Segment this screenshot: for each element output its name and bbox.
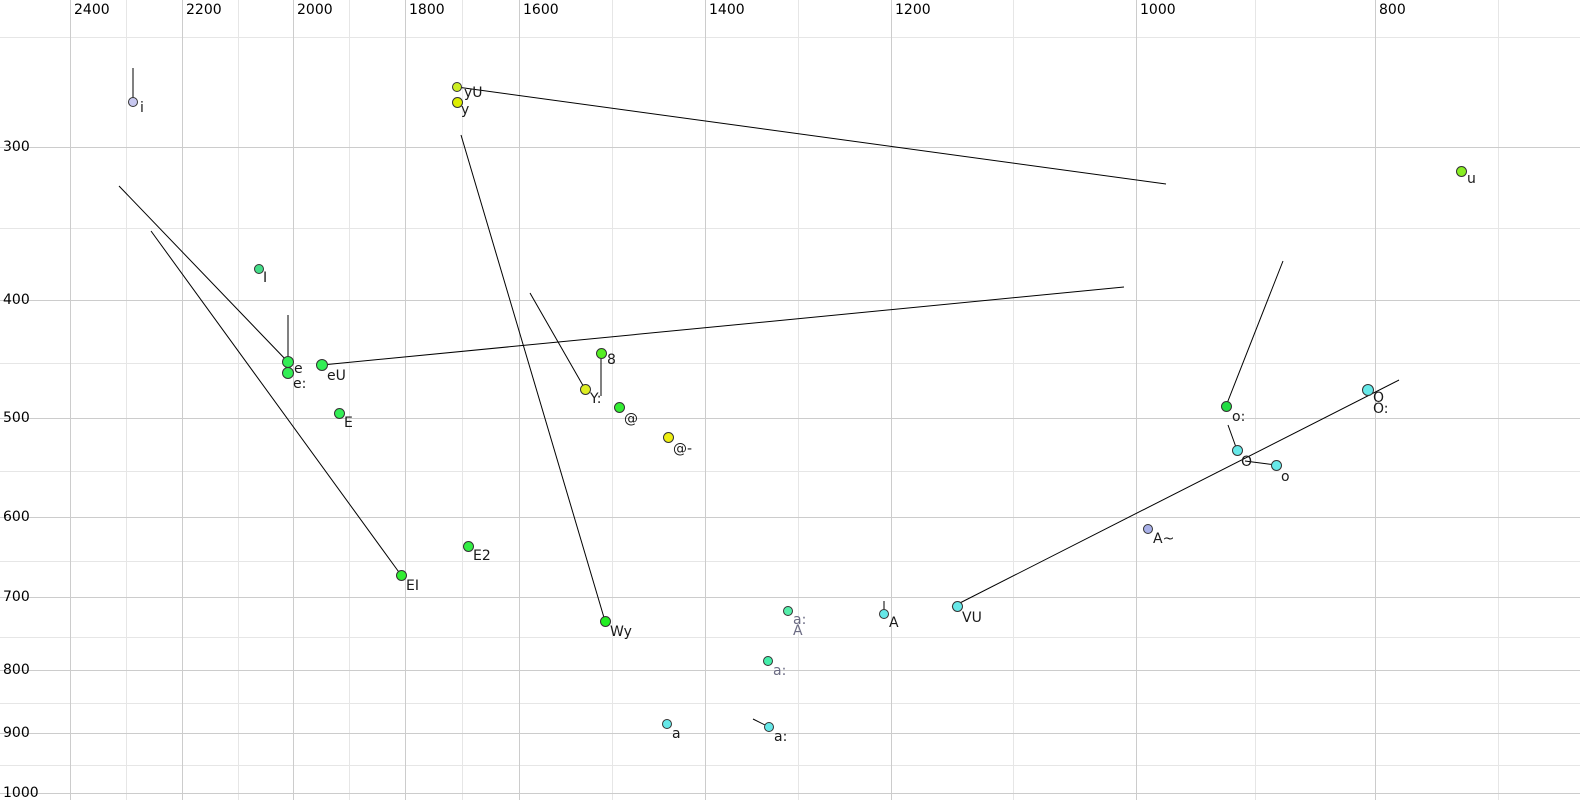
vowel-point-O[interactable] [1231,444,1243,456]
y-axis-tick-300: 300 [3,139,30,155]
x-axis-tick-1000: 1000 [1140,2,1176,18]
y-axis-tick-500: 500 [3,410,30,426]
vowel-point-a_[interactable] [764,722,774,732]
trajectory-line [529,292,586,390]
vowel-point-E2[interactable] [462,540,474,552]
vowel-point-a[interactable] [662,719,672,729]
x-axis-tick-2000: 2000 [297,2,333,18]
y-axis-tick-700: 700 [3,589,30,605]
x-axis-tick-1800: 1800 [409,2,445,18]
y-axis-tick-1000: 1000 [3,785,39,800]
vowel-point-a_[interactable] [763,656,773,666]
vowel-point-I[interactable] [254,264,264,274]
major-horizontal-gridlines [0,147,1580,794]
minor-horizontal-gridlines [0,37,1580,766]
trajectory-line [1225,260,1284,407]
vowel-point-Y_[interactable] [579,383,591,395]
vowel-point-yU[interactable] [452,82,462,92]
x-axis-tick-800: 800 [1379,2,1406,18]
vowel-point-__[interactable] [662,431,674,443]
minor-vertical-gridlines [126,0,1499,800]
x-axis-tick-1600: 1600 [523,2,559,18]
vowel-point-eU[interactable] [316,359,328,371]
vowel-point-y[interactable] [451,96,463,108]
vowel-point-A_[interactable] [1143,524,1153,534]
vowel-point-o_[interactable] [1220,400,1232,412]
vowel-point-A[interactable] [879,609,889,619]
trajectory-line [150,230,402,576]
vowel-point-_[interactable] [613,401,625,413]
major-vertical-gridlines [70,0,1376,800]
trajectory-line [456,86,1167,185]
y-axis-tick-400: 400 [3,292,30,308]
trajectory-line [460,134,606,622]
x-axis-tick-1200: 1200 [895,2,931,18]
vowel-point-EI[interactable] [395,569,407,581]
vowel-point-o[interactable] [1270,459,1282,471]
vowel-point-e_[interactable] [282,367,294,379]
vowel-point-i[interactable] [128,97,138,107]
trajectory-lines [118,68,1400,728]
trajectory-line [321,286,1125,366]
vowel-point-O[interactable] [1362,384,1374,396]
trajectory-line [951,379,1400,608]
y-axis-tick-600: 600 [3,509,30,525]
vowel-point-E[interactable] [333,407,345,419]
x-axis-tick-2200: 2200 [186,2,222,18]
vowel-point-8[interactable] [595,347,607,359]
trajectory-line [118,185,289,363]
y-axis-tick-800: 800 [3,662,30,678]
vowel-point-VU[interactable] [951,600,963,612]
vowel-point-u[interactable] [1455,165,1467,177]
x-axis-tick-1400: 1400 [709,2,745,18]
vowel-point-Wy[interactable] [599,615,611,627]
x-axis-tick-2400: 2400 [74,2,110,18]
vowel-point-a_[interactable] [783,606,793,616]
y-axis-tick-900: 900 [3,725,30,741]
